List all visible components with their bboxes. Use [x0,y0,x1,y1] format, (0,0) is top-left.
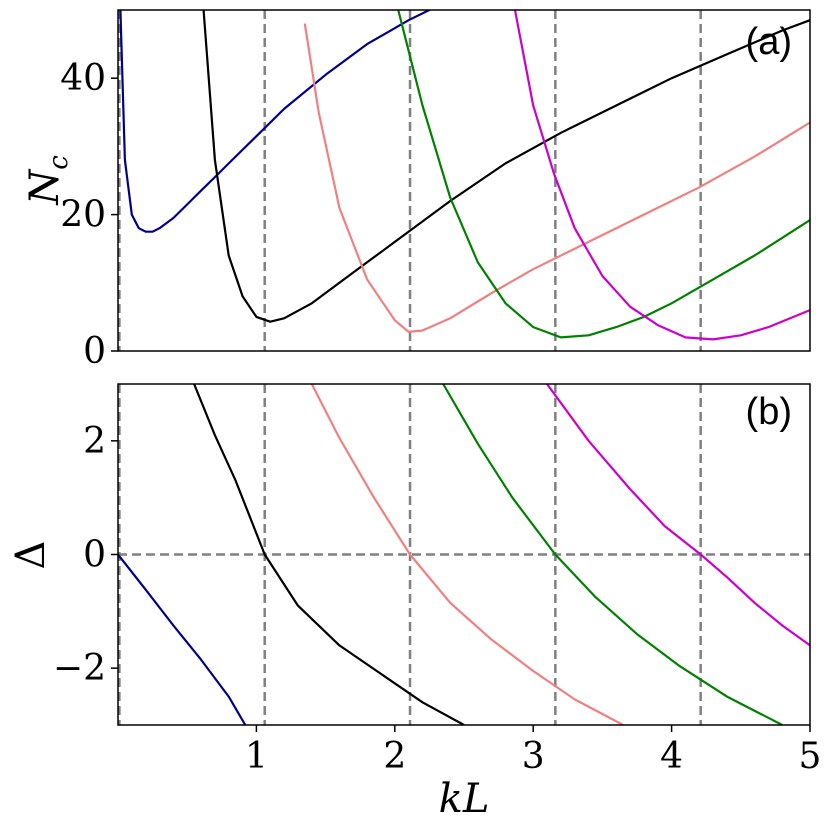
panel-b-xtick-label-1: 2 [383,736,406,777]
svg-text:Nc: Nc [22,155,74,206]
panel-a-tag: (a) [746,21,792,63]
panel-a-ytick-label-1: 20 [60,195,106,236]
panel-b-reference-lines [118,384,810,725]
panel-b-xtick-label-0: 1 [245,736,268,777]
x-axis-label: kL [439,776,490,822]
panel-b-ytick-label-2: 2 [83,421,106,462]
panel-b-ylabel: Δ [8,541,54,570]
panel-b-ylabel-text: Δ [8,541,54,570]
panel-a: 0 20 40 (a) Nc [22,9,811,372]
panel-a-ylabel: Nc [22,155,74,206]
panel-b-series-1 [193,384,465,725]
panel-a-series-1 [202,10,810,323]
panel-a-frame [117,9,811,352]
panel-b-ticks: −2 0 2 1 2 3 4 5 [53,421,822,777]
panel-a-ytick-label-2: 40 [60,58,106,99]
panel-b-tag: (b) [746,391,792,433]
panel-b-xtick-label-3: 4 [660,736,683,777]
panel-b-series-4 [546,384,810,647]
panel-a-ylabel-subscript: c [44,155,74,170]
panel-b-curves [118,384,810,725]
panel-b-ytick-label-1: 0 [83,535,106,576]
panel-b-series-3 [442,384,783,725]
panel-b-xtick-label-4: 5 [799,736,822,777]
panel-a-ticks: 0 20 40 [60,58,118,372]
panel-b-series-2 [310,384,624,725]
panel-a-curves [119,10,810,341]
panel-a-ytick-label-0: 0 [83,331,106,372]
panel-a-ylabel-main: N [22,168,68,206]
panel-b-ytick-label-0: −2 [53,648,106,689]
panel-a-series-3 [397,10,810,339]
panel-b-xtick-label-2: 3 [522,736,545,777]
panel-a-series-0 [119,10,432,233]
panel-b: −2 0 2 1 2 3 4 5 (b) Δ kL [8,383,822,822]
panel-b-series-0 [118,553,247,725]
panel-a-series-2 [303,23,810,333]
panel-a-series-4 [513,10,810,341]
